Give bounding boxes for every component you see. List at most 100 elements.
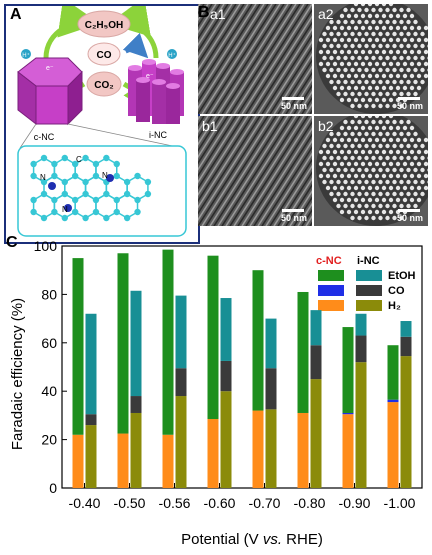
carbon-atom bbox=[92, 172, 100, 180]
atom-label-c: C bbox=[76, 155, 82, 164]
carbon-atom bbox=[144, 190, 152, 198]
tem-a1-texture bbox=[198, 4, 312, 114]
carbon-atom bbox=[113, 208, 120, 216]
tem-b2-scale-bar bbox=[398, 209, 420, 212]
ethanol-label: C₂H₅OH bbox=[85, 20, 123, 31]
x-axis-label: Potential (V vs. RHE) bbox=[181, 531, 323, 548]
carbon-atom bbox=[30, 160, 37, 168]
legend-swatch-c-nc-H2 bbox=[318, 300, 344, 311]
atom-label-n-1: N bbox=[40, 173, 46, 182]
carbon-atom bbox=[134, 172, 141, 180]
ethanol-bubble bbox=[77, 10, 131, 38]
x-axis-label-part-3: RHE) bbox=[282, 531, 323, 548]
bar-i-NC-EtOH--0.50 bbox=[130, 290, 142, 397]
x-axis-label-part-2: vs. bbox=[263, 531, 282, 548]
carbon-atom bbox=[40, 178, 48, 186]
bar-c-NC-H2--0.70 bbox=[252, 410, 264, 488]
zoom-line-right bbox=[67, 123, 183, 149]
bar-c-NC-EtOH--0.70 bbox=[252, 270, 264, 411]
y-tick-label: 80 bbox=[41, 286, 57, 302]
carbon-atom bbox=[61, 190, 68, 198]
bar-i-NC-EtOH--0.70 bbox=[265, 318, 277, 369]
bar-i-NC-CO--0.40 bbox=[85, 414, 97, 426]
carbon-atom bbox=[123, 190, 131, 198]
c-nc-particle bbox=[17, 57, 83, 126]
bar-i-NC-CO--0.50 bbox=[130, 396, 142, 413]
legend-swatch-i-nc-CO bbox=[356, 285, 382, 296]
chart-legend: c-NC i-NC EtOH CO H₂ bbox=[316, 255, 416, 312]
y-tick-label: 60 bbox=[41, 335, 57, 351]
carbon-atom bbox=[71, 172, 79, 180]
carbon-atom bbox=[82, 178, 89, 186]
panel-a-letter: A bbox=[10, 6, 22, 23]
carbon-atom bbox=[92, 208, 100, 216]
carbon-atom bbox=[71, 160, 79, 168]
carbon-atom bbox=[51, 160, 58, 168]
carbon-atom bbox=[71, 196, 79, 204]
bar-i-NC-H2--0.40 bbox=[85, 425, 97, 488]
tem-a1-scale-bar bbox=[282, 97, 304, 100]
atom-label-n-3: N bbox=[62, 205, 68, 214]
legend-group-c-nc: c-NC bbox=[316, 255, 342, 267]
nitrogen-atom bbox=[106, 174, 114, 182]
bar-i-NC-EtOH--1.00 bbox=[400, 321, 412, 337]
carbon-atom bbox=[123, 214, 131, 222]
carbon-atom bbox=[92, 196, 100, 204]
carbon-atom bbox=[30, 208, 37, 216]
proton-icon-right bbox=[167, 49, 177, 59]
bar-c-NC-H2--0.90 bbox=[342, 414, 354, 488]
c-nc-caption: c-NC bbox=[34, 132, 55, 142]
bar-c-NC-H2--1.00 bbox=[387, 402, 399, 488]
carbon-atom bbox=[113, 160, 120, 168]
bar-i-NC-EtOH--0.56 bbox=[175, 295, 187, 369]
carbon-atom bbox=[71, 208, 79, 216]
carbon-atom bbox=[40, 190, 48, 198]
panel-c-chart: C Faradaic efficiency (%) Potential (V v… bbox=[0, 232, 432, 550]
zoom-line-left bbox=[19, 123, 37, 149]
bar-i-NC-CO--0.80 bbox=[310, 345, 322, 380]
carbon-atom bbox=[61, 214, 68, 222]
panel-b-tem: B a1 50 nm a2 50 nm b1 50 nm b2 50 nm bbox=[198, 4, 430, 228]
carbon-atom bbox=[61, 178, 68, 186]
tem-b2-label: b2 bbox=[318, 118, 334, 134]
co-label: CO bbox=[97, 50, 112, 61]
carbon-atom bbox=[144, 178, 152, 186]
tem-b2-scale-text: 50 nm bbox=[396, 213, 423, 223]
n-doped-carbon-lattice bbox=[30, 154, 152, 222]
tem-a2-label: a2 bbox=[318, 6, 334, 22]
bar-i-NC-EtOH--0.60 bbox=[220, 298, 232, 361]
legend-entry-h2: H₂ bbox=[388, 300, 401, 312]
carbon-atom bbox=[113, 196, 120, 204]
bar-c-NC-EtOH--0.60 bbox=[207, 255, 219, 420]
carbon-atom bbox=[82, 214, 89, 222]
y-tick-label: 20 bbox=[41, 432, 57, 448]
bar-i-NC-EtOH--0.90 bbox=[355, 313, 367, 336]
panel-b-letter: B bbox=[198, 4, 210, 21]
i-nc-caption: i-NC bbox=[149, 130, 167, 140]
tem-a1-label: a1 bbox=[210, 6, 226, 22]
tem-a2-scale-bar bbox=[398, 97, 420, 100]
bar-c-NC-CO--1.00 bbox=[387, 399, 399, 403]
y-tick-label: 100 bbox=[34, 238, 58, 254]
bar-c-NC-EtOH--0.40 bbox=[72, 258, 84, 435]
carbon-atom bbox=[51, 172, 58, 180]
bar-c-NC-H2--0.56 bbox=[162, 434, 174, 488]
legend-swatch-c-nc-EtOH bbox=[318, 270, 344, 281]
carbon-atom bbox=[113, 172, 120, 180]
carbon-atom bbox=[134, 208, 141, 216]
co-bubble bbox=[87, 42, 121, 66]
tem-image-a2: a2 50 nm bbox=[314, 4, 428, 114]
x-tick-label: -0.50 bbox=[114, 495, 146, 511]
carbon-atom bbox=[123, 178, 131, 186]
legend-entry-etoh: EtOH bbox=[388, 270, 416, 282]
bar-i-NC-H2--0.50 bbox=[130, 412, 142, 488]
proton-label-left: H⁺ bbox=[22, 52, 30, 59]
electron-label-left: e⁻ bbox=[46, 65, 54, 72]
bar-i-NC-H2--1.00 bbox=[400, 356, 412, 488]
x-tick-label: -0.40 bbox=[69, 495, 101, 511]
bar-c-NC-CO--0.90 bbox=[342, 412, 354, 415]
tem-b1-texture bbox=[198, 116, 312, 226]
faradaic-efficiency-chart: Faradaic efficiency (%) Potential (V vs.… bbox=[9, 238, 423, 548]
plot-frame bbox=[61, 245, 423, 489]
carbon-atom bbox=[51, 196, 58, 204]
